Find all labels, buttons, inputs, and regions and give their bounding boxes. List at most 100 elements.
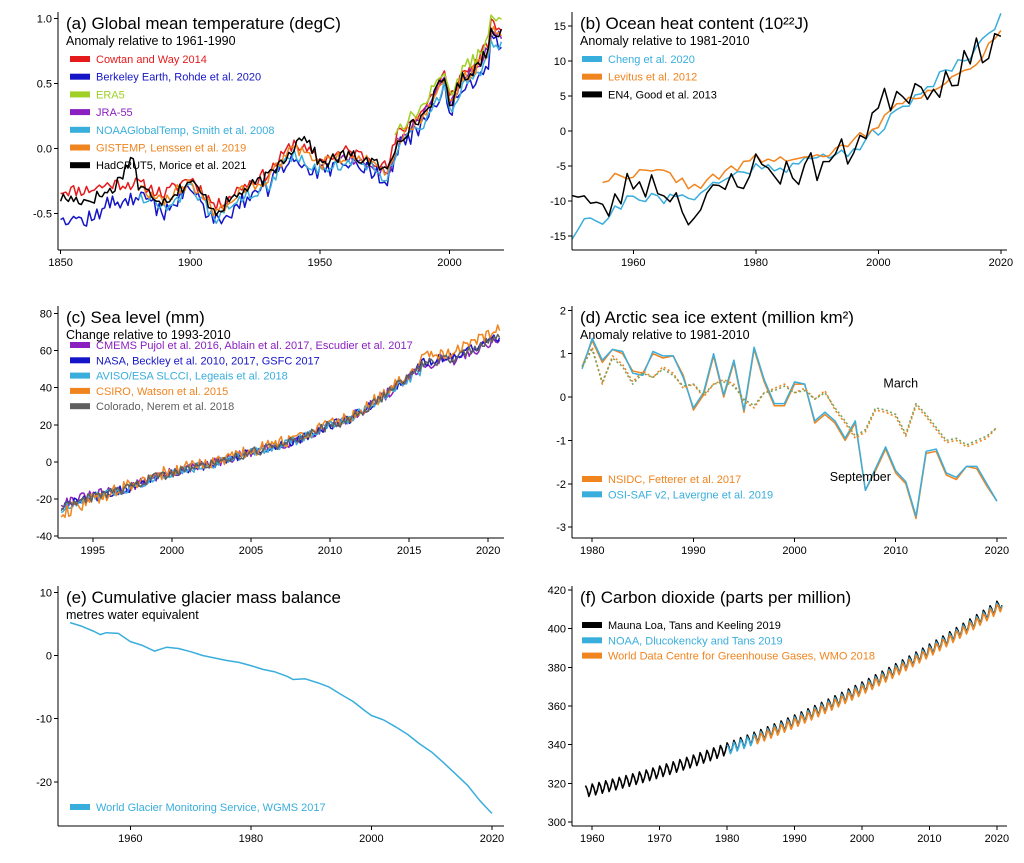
y-tick-label: -40 — [36, 531, 52, 543]
x-tick-label: 2015 — [397, 545, 421, 557]
series-line-d-series — [581, 348, 998, 446]
x-tick-label: 2000 — [437, 257, 461, 269]
y-tick-label: 10 — [554, 56, 566, 68]
panel-f-carbon-dioxide: 1960 1970 1980 1990 2000 2010 2020 300 320 340 360… — [548, 585, 1009, 845]
x-tick-label: 1980 — [580, 545, 604, 557]
panel-d-series-group — [581, 337, 998, 520]
panel-c-legend: CMEMS Pujol et al. 2016, Ablain et al. 2… — [70, 340, 413, 413]
panel-f-legend: Mauna Loa, Tans and Keeling 2019 NOAA, Dl… — [582, 620, 875, 663]
x-tick-label: 1980 — [715, 833, 739, 845]
legend-swatch — [70, 56, 90, 62]
panel-b-series-group — [572, 13, 1002, 240]
y-tick-label: 10 — [40, 587, 52, 599]
series-line-f-world-data-centre-for-greenhouse-gases-w — [753, 603, 1003, 745]
legend-swatch — [70, 126, 90, 133]
y-tick-label: -10 — [36, 714, 52, 726]
y-tick-label: 0 — [560, 126, 566, 138]
x-tick-label: 2020 — [476, 545, 500, 557]
panel-subtitle: Change relative to 1993-2010 — [66, 328, 231, 342]
panel-c-series-group — [60, 324, 501, 519]
x-tick-label: 1950 — [308, 257, 332, 269]
legend-swatch — [70, 73, 90, 80]
panel-c-sea-level: 1995 2000 2005 2010 2015 2020 -40 -20 0 20 40 60 80 (… — [36, 306, 504, 557]
legend-label: Colorado, Nerem et al. 2018 — [96, 401, 234, 413]
y-tick-label: 15 — [554, 21, 566, 33]
y-tick-label: 400 — [548, 624, 566, 636]
x-tick-label: 2000 — [866, 257, 890, 269]
legend-label: JRA-55 — [96, 107, 133, 119]
y-tick-label: -2 — [556, 479, 566, 491]
series-line-c-colorado-nerem-et-al-2018 — [60, 333, 501, 512]
series-line-d-osi-saf-v2-lavergne-et-al-2019 — [581, 337, 998, 518]
legend-swatch — [70, 342, 90, 348]
y-tick-label: 40 — [40, 383, 52, 395]
legend-label: NASA, Beckley et al. 2010, 2017, GSFC 20… — [96, 355, 320, 367]
legend-label: Cowtan and Way 2014 — [96, 54, 207, 66]
legend-swatch — [70, 387, 90, 394]
legend-swatch — [582, 622, 602, 628]
x-tick-label: 1990 — [681, 545, 705, 557]
x-tick-label: 2020 — [985, 545, 1009, 557]
legend-swatch — [70, 144, 90, 151]
legend-label: HadCRUT5, Morice et al. 2021 — [96, 160, 246, 172]
panel-b-legend: Cheng et al. 2020 Levitus et al. 2012 EN4,… — [582, 54, 717, 101]
panel-d-legend: NSIDC, Fetterer et al. 2017 OSI-SAF v2, L… — [582, 474, 773, 501]
panel-title: (d) Arctic sea ice extent (million km²) — [580, 308, 854, 327]
panel-e-glacier-mass-balance: 1960 1980 2000 2020 -20 -10 0 10 (e) Cumulative … — [36, 586, 504, 845]
legend-swatch — [70, 372, 90, 379]
series-line-c-csiro-watson-et-al-2015 — [60, 324, 501, 519]
panel-b-ocean-heat-content: 1960 1980 2000 2020 -15 -10 -5 0 5 10 15 (b) Ocean … — [550, 12, 1013, 269]
legend-swatch — [70, 91, 90, 98]
y-tick-label: -20 — [36, 777, 52, 789]
legend-swatch — [70, 109, 90, 116]
series-line-e-world-glacier-monitoring-service-wgms-20 — [69, 621, 493, 814]
x-tick-label: 1960 — [621, 257, 645, 269]
legend-swatch — [70, 403, 90, 410]
panel-a-global-temperature: 1850 1900 1950 2000 -0.5 0.0 0.5 1.0 (a) Global … — [33, 12, 504, 269]
legend-label: Berkeley Earth, Rohde et al. 2020 — [96, 72, 261, 84]
legend-label: Cheng et al. 2020 — [608, 54, 695, 66]
y-tick-label: 380 — [548, 662, 566, 674]
panel-a-legend: Cowtan and Way 2014 Berkeley Earth, Rohde… — [70, 54, 275, 172]
y-tick-label: -3 — [556, 522, 566, 534]
y-tick-label: -0.5 — [33, 209, 52, 221]
x-tick-label: 2010 — [318, 545, 342, 557]
x-tick-label: 1960 — [580, 833, 604, 845]
legend-swatch — [582, 73, 602, 80]
series-line-d-series — [581, 346, 998, 448]
x-tick-label: 2010 — [917, 833, 941, 845]
panel-subtitle: Anomaly relative to 1981-2010 — [580, 328, 750, 342]
x-tick-label: 2000 — [850, 833, 874, 845]
legend-swatch — [582, 491, 602, 498]
series-line-a-noaaglobaltemp-smith-et-al-2008 — [137, 39, 503, 224]
panel-title: (a) Global mean temperature (degC) — [66, 14, 341, 33]
annotation-september: September — [830, 470, 891, 484]
y-tick-label: 0 — [46, 650, 52, 662]
series-line-b-en4-good-et-al-2013 — [572, 32, 1002, 226]
legend-swatch — [582, 637, 602, 644]
annotation-march: March — [883, 377, 918, 391]
legend-label: NSIDC, Fetterer et al. 2017 — [608, 474, 741, 486]
y-tick-label: 60 — [40, 346, 52, 358]
panel-e-series-group — [69, 621, 493, 814]
x-tick-label: 1850 — [48, 257, 72, 269]
x-tick-label: 2020 — [985, 833, 1009, 845]
series-line-a-hadcrut5-morice-et-al-2021 — [59, 27, 503, 217]
legend-swatch — [70, 162, 90, 169]
x-tick-label: 1990 — [782, 833, 806, 845]
legend-label: World Data Centre for Greenhouse Gases, … — [608, 651, 875, 663]
y-tick-label: 2 — [560, 305, 566, 317]
y-tick-label: 1 — [560, 349, 566, 361]
legend-label: Mauna Loa, Tans and Keeling 2019 — [608, 620, 781, 632]
panel-subtitle: Anomaly relative to 1981-2010 — [580, 34, 750, 48]
y-tick-label: -10 — [550, 196, 566, 208]
y-tick-label: 5 — [560, 91, 566, 103]
series-line-b-cheng-et-al-2020 — [572, 13, 1002, 240]
legend-swatch — [70, 357, 90, 364]
x-tick-label: 1995 — [81, 545, 105, 557]
panel-e-legend: World Glacier Monitoring Service, WGMS 2… — [70, 802, 326, 814]
y-tick-label: 360 — [548, 701, 566, 713]
y-tick-label: 340 — [548, 740, 566, 752]
legend-swatch — [582, 476, 602, 482]
y-tick-label: 1.0 — [37, 14, 52, 26]
